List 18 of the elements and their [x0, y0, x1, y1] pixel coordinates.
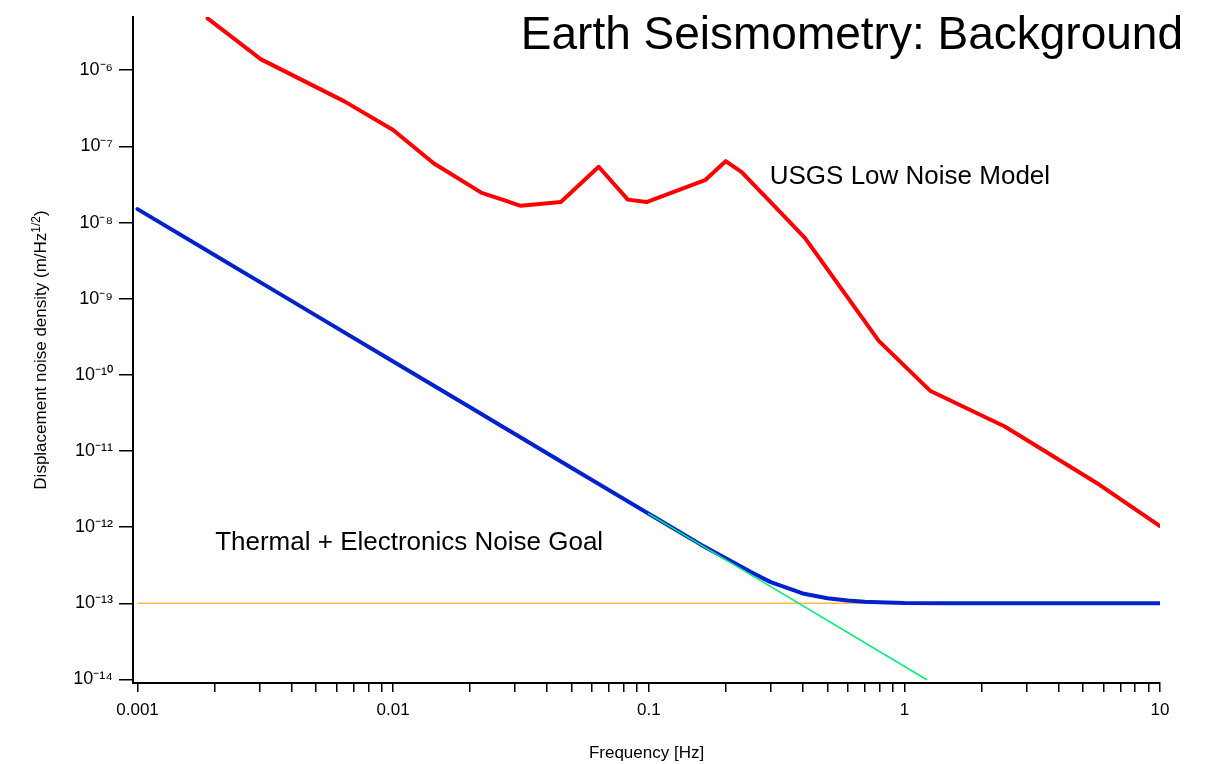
x-tick-label: 0.01 — [376, 699, 410, 719]
series-label: Thermal + Electronics Noise Goal — [215, 526, 604, 557]
y-tick-label: 10⁻¹² — [74, 516, 113, 537]
y-tick-label: 10⁻¹³ — [74, 592, 113, 613]
y-tick-label: 10⁻⁶ — [79, 59, 113, 80]
x-axis-title: Frequency [Hz] — [588, 743, 705, 763]
x-tick-label: 1 — [899, 699, 910, 719]
y-tick-label: 10⁻¹⁰ — [74, 363, 113, 384]
x-tick-label: 0.001 — [116, 699, 159, 719]
series-label: USGS Low Noise Model — [769, 160, 1051, 191]
y-tick-label: 10⁻⁷ — [80, 135, 113, 156]
y-tick-label: 10⁻⁸ — [79, 211, 113, 232]
y-tick-label: 10⁻¹¹ — [74, 440, 113, 460]
y-tick-label: 10⁻¹⁴ — [73, 668, 113, 689]
y-tick-label: 10⁻⁹ — [79, 287, 113, 308]
chart-title: Earth Seismometry: Background — [520, 6, 1183, 60]
x-tick-label: 10 — [1150, 699, 1170, 719]
x-tick-label: 0.1 — [636, 699, 661, 719]
